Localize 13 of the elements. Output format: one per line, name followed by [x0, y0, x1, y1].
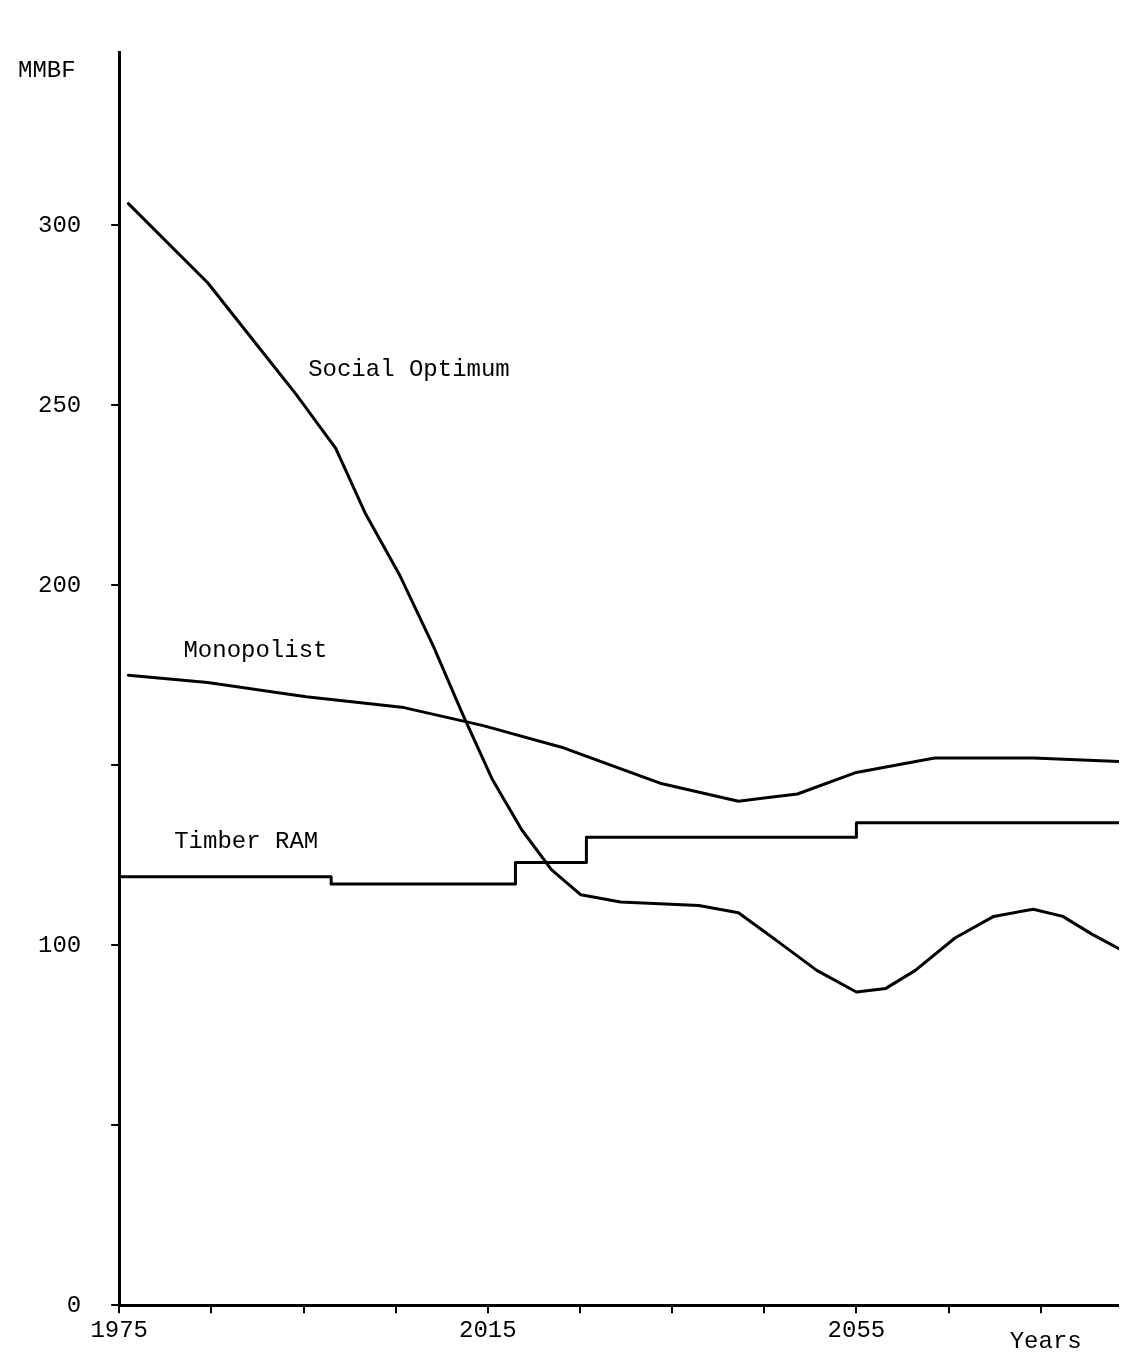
- x-tick-label: 1975: [90, 1316, 149, 1344]
- series-label: Monopolist: [183, 637, 328, 665]
- x-axis-title: Years: [1009, 1327, 1082, 1355]
- x-tick-label: 2015: [458, 1316, 517, 1344]
- x-tick-label: 2055: [827, 1316, 886, 1344]
- y-tick-label: 250: [37, 391, 82, 419]
- y-tick-label: 200: [37, 571, 82, 599]
- y-tick-label: 100: [37, 931, 82, 959]
- y-tick-label: 0: [66, 1291, 82, 1319]
- y-tick-label: 300: [37, 211, 82, 239]
- series-label: Social Optimum: [308, 356, 510, 384]
- y-axis-title: MMBF: [18, 56, 76, 84]
- series-label: Timber RAM: [174, 827, 319, 855]
